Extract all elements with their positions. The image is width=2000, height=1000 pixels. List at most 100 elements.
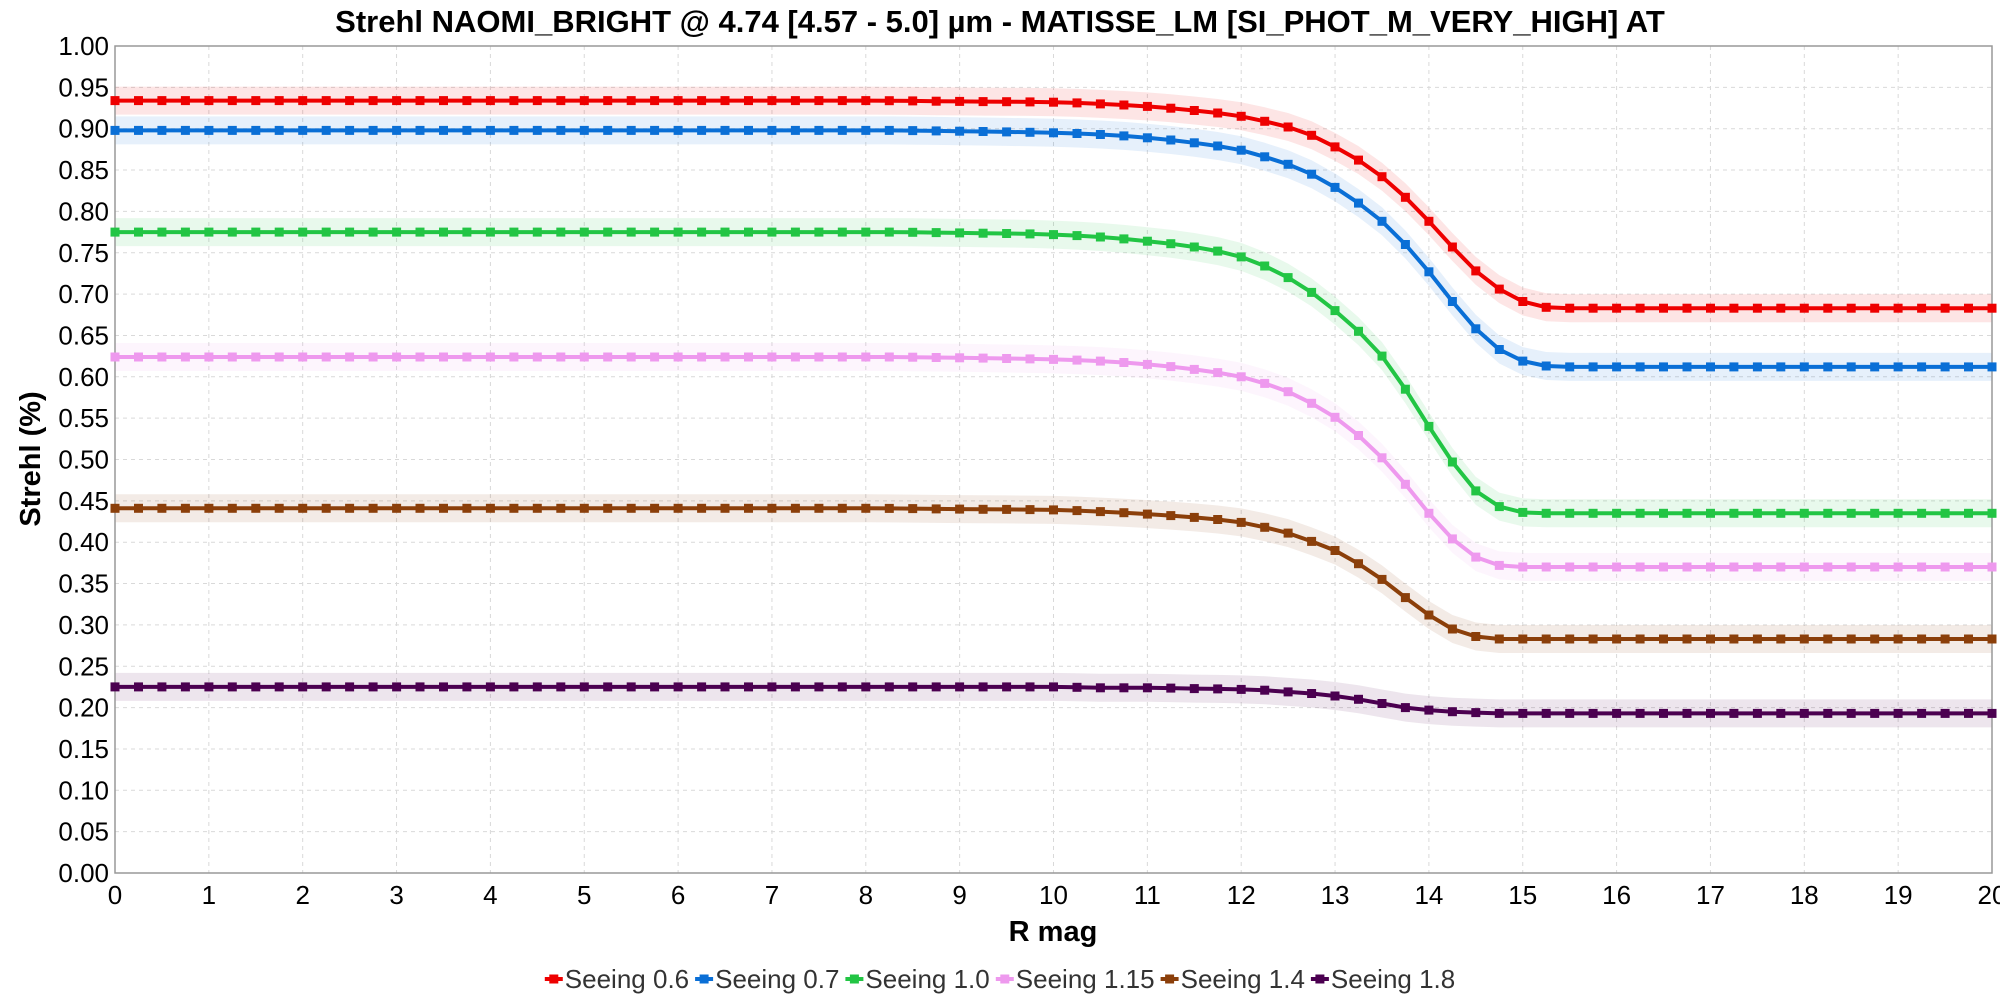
x-tick-label: 1 <box>202 880 216 910</box>
data-point <box>415 227 425 237</box>
data-point <box>861 352 871 362</box>
data-point <box>673 503 683 513</box>
data-point <box>790 352 800 362</box>
x-tick-label: 10 <box>1039 880 1068 910</box>
data-point <box>1260 522 1270 532</box>
data-point <box>1236 517 1246 527</box>
data-point <box>556 352 566 362</box>
y-tick-label: 0.50 <box>58 445 109 475</box>
data-point <box>1917 303 1927 313</box>
data-point <box>1377 351 1387 361</box>
data-point <box>1260 116 1270 126</box>
data-point <box>298 125 308 135</box>
data-point <box>321 125 331 135</box>
data-point <box>532 125 542 135</box>
data-point <box>1987 708 1997 718</box>
data-point <box>1917 708 1927 718</box>
data-point <box>1799 708 1809 718</box>
data-point <box>790 503 800 513</box>
legend: Seeing 0.6 Seeing 0.7 Seeing 1.0 Seeing 1.1… <box>544 964 1455 994</box>
data-point <box>134 503 143 513</box>
data-point <box>1940 708 1950 718</box>
data-point <box>509 125 519 135</box>
data-point <box>509 503 519 513</box>
x-tick-label: 5 <box>577 880 591 910</box>
legend-label: Seeing 0.6 <box>565 964 689 994</box>
data-point <box>1283 528 1293 538</box>
data-point <box>1565 362 1575 372</box>
data-point <box>1330 142 1340 152</box>
data-point <box>1799 634 1809 644</box>
data-point <box>1447 457 1457 467</box>
data-point <box>462 125 472 135</box>
grid-lines <box>114 45 1993 874</box>
data-point <box>1870 708 1880 718</box>
x-tick-label: 8 <box>859 880 873 910</box>
data-point <box>1283 387 1293 397</box>
data-point <box>1377 699 1387 708</box>
data-point <box>1964 303 1973 313</box>
data-point <box>509 352 519 362</box>
data-point <box>274 503 284 513</box>
data-point <box>1236 111 1246 121</box>
data-point <box>1846 508 1856 518</box>
data-point <box>1166 683 1176 693</box>
data-point <box>532 352 542 362</box>
x-tick-label: 20 <box>1978 880 2000 910</box>
data-point <box>1659 362 1668 372</box>
data-point <box>1706 634 1715 644</box>
data-point <box>1706 708 1715 718</box>
data-point <box>180 227 190 237</box>
data-point <box>1964 508 1973 518</box>
data-point <box>274 352 284 362</box>
data-point <box>790 227 800 237</box>
data-point <box>134 352 143 362</box>
x-tick-label: 18 <box>1790 880 1819 910</box>
data-point <box>1846 562 1856 572</box>
data-point <box>251 682 261 692</box>
legend-label: Seeing 1.8 <box>1331 964 1455 994</box>
data-point <box>204 503 214 513</box>
legend-label: Seeing 1.0 <box>865 964 989 994</box>
data-point <box>790 96 800 106</box>
data-point <box>1213 515 1223 524</box>
legend-swatch-marker <box>1000 974 1010 984</box>
data-point <box>1049 505 1058 515</box>
data-point <box>767 96 777 106</box>
series-5 <box>110 682 1997 718</box>
data-point <box>1307 130 1317 140</box>
data-point <box>744 125 753 135</box>
data-point <box>1940 562 1950 572</box>
data-point <box>1471 324 1481 334</box>
data-point <box>1142 359 1152 369</box>
data-point <box>579 96 589 106</box>
data-point <box>720 227 730 237</box>
data-point <box>415 125 425 135</box>
data-point <box>110 682 120 692</box>
data-point <box>931 353 941 362</box>
data-point <box>650 227 660 237</box>
data-point <box>180 352 190 362</box>
data-point <box>439 96 448 106</box>
data-point <box>532 227 542 237</box>
data-point <box>1494 708 1504 718</box>
data-point <box>837 125 847 135</box>
data-point <box>485 682 495 692</box>
legend-item: Seeing 1.15 <box>995 964 1155 994</box>
data-point <box>744 503 753 513</box>
data-point <box>1870 508 1880 518</box>
data-point <box>1799 508 1809 518</box>
data-point <box>1025 97 1035 107</box>
data-point <box>1142 509 1152 519</box>
data-point <box>439 352 448 362</box>
data-point <box>1635 303 1645 313</box>
data-point <box>1940 508 1950 518</box>
data-point <box>204 227 214 237</box>
data-point <box>462 503 472 513</box>
data-point <box>298 227 308 237</box>
legend-item: Seeing 0.7 <box>695 964 839 994</box>
data-point <box>1823 634 1833 644</box>
data-point <box>1682 362 1692 372</box>
x-tick-label: 9 <box>952 880 966 910</box>
data-point <box>1354 326 1363 336</box>
